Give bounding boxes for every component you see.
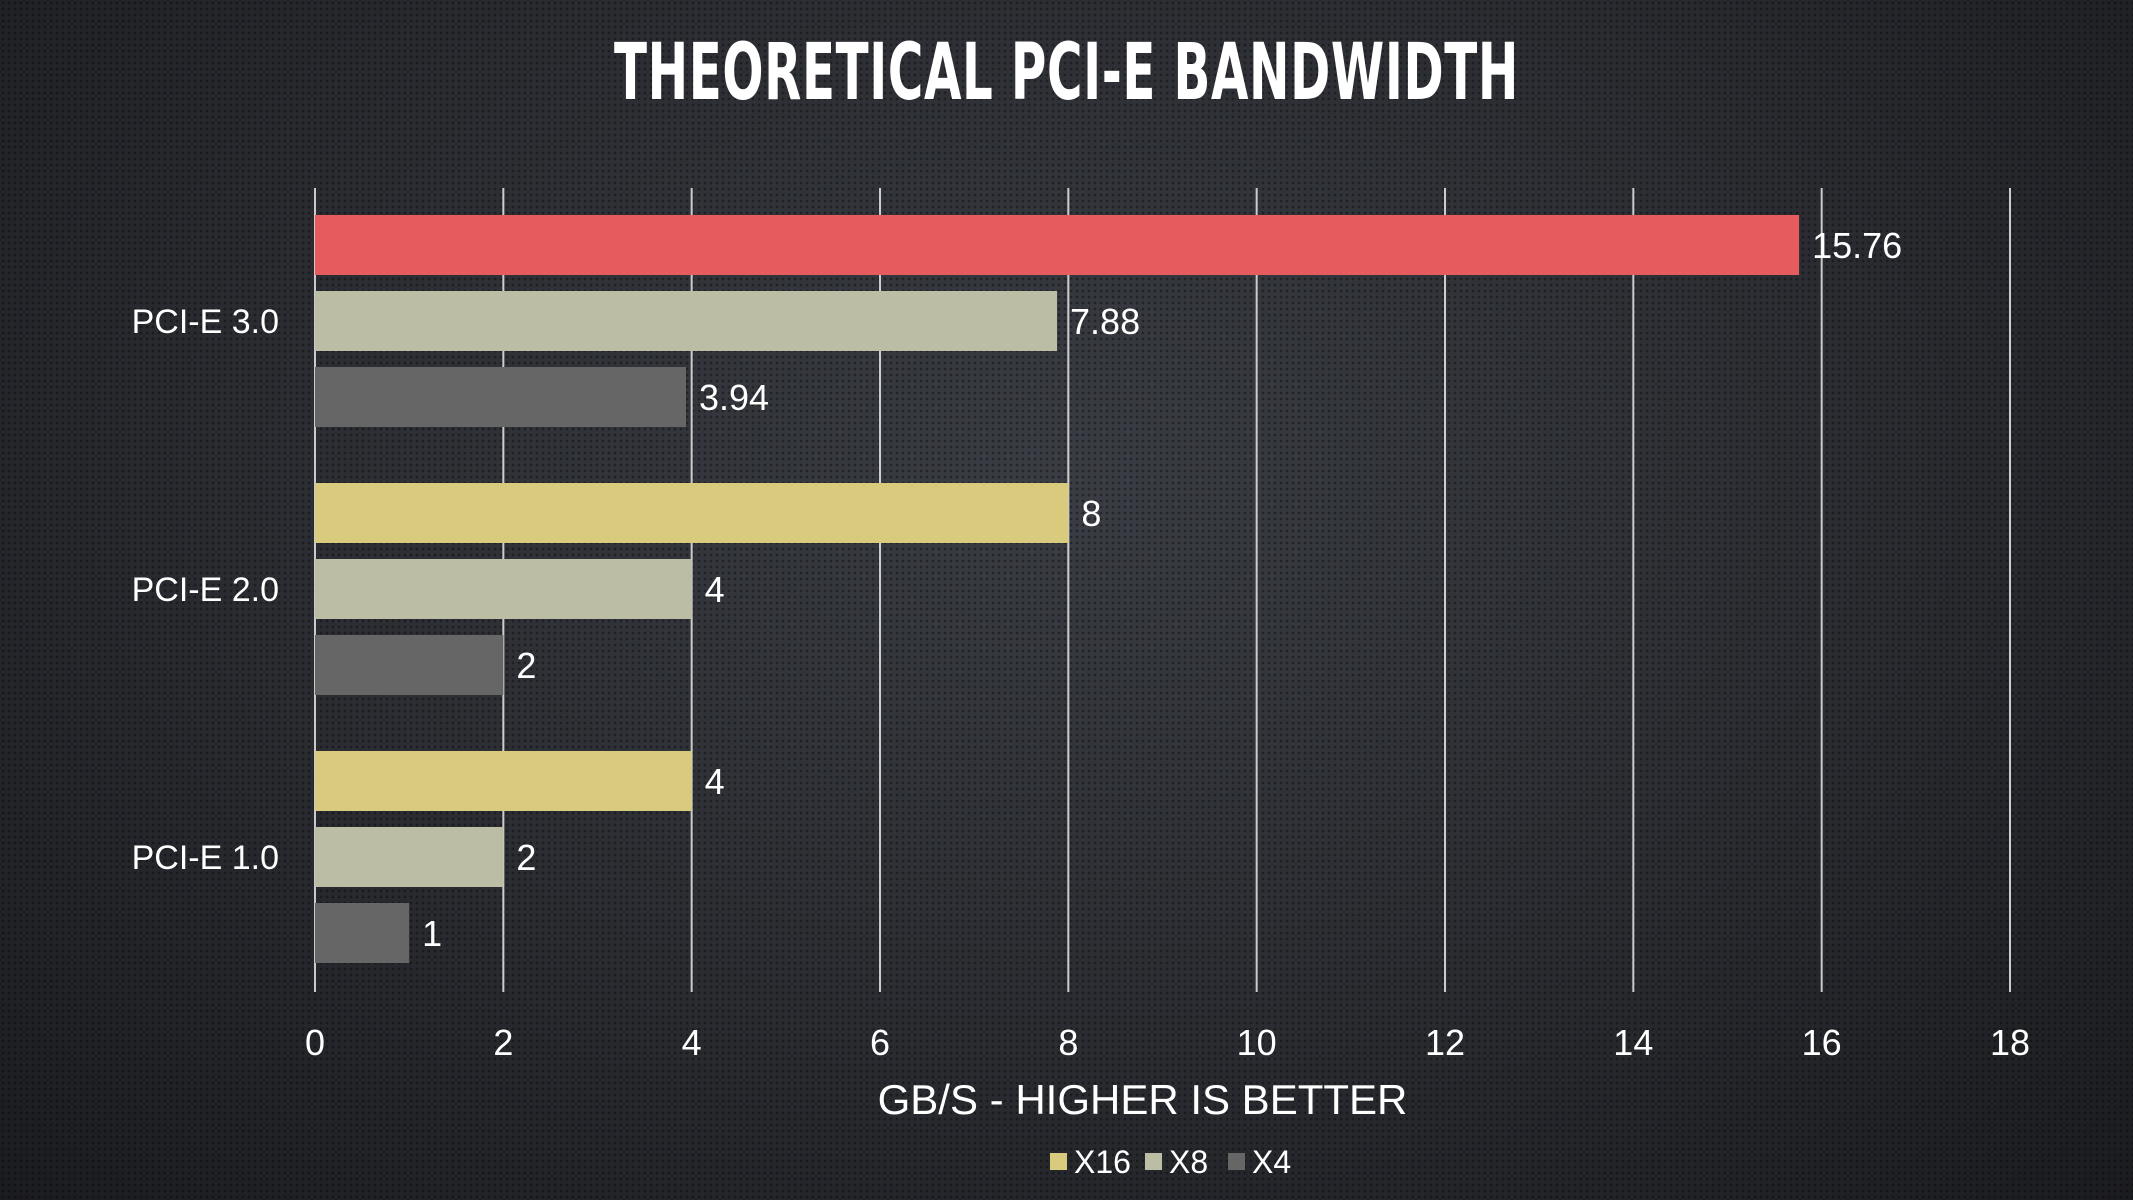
x-axis-title: GB/S - HIGHER IS BETTER: [878, 1076, 1408, 1123]
bar-pci-e-3-0-x16: [315, 215, 1800, 275]
x-tick-label: 0: [305, 1022, 325, 1063]
value-label: 15.76: [1812, 225, 1902, 266]
bar-pci-e-2-0-x16: [315, 483, 1069, 543]
x-tick-label: 18: [1990, 1022, 2030, 1063]
value-label: 2: [516, 645, 536, 686]
x-tick-label: 4: [682, 1022, 702, 1063]
chart-title: THEORETICAL PCI-E BANDWIDTH: [614, 28, 1519, 118]
value-label: 1: [422, 913, 442, 954]
bar-pci-e-1-0-x8: [315, 827, 504, 887]
legend-label-x4: X4: [1252, 1144, 1291, 1180]
bar-pci-e-1-0-x16: [315, 751, 692, 811]
x-tick-label: 10: [1237, 1022, 1277, 1063]
legend-swatch-x8: [1145, 1153, 1162, 1170]
category-label: PCI-E 3.0: [132, 303, 279, 341]
x-tick-label: 8: [1058, 1022, 1078, 1063]
x-tick-label: 16: [1802, 1022, 1842, 1063]
legend-swatch-x16: [1050, 1153, 1067, 1170]
bar-pci-e-3-0-x8: [315, 291, 1058, 351]
value-label: 7.88: [1070, 301, 1140, 342]
legend-label-x8: X8: [1169, 1144, 1208, 1180]
x-tick-label: 6: [870, 1022, 890, 1063]
legend-label-x16: X16: [1074, 1144, 1131, 1180]
value-label: 4: [705, 569, 725, 610]
value-label: 4: [705, 761, 725, 802]
x-tick-label: 2: [493, 1022, 513, 1063]
category-label: PCI-E 2.0: [132, 571, 279, 609]
bar-pci-e-3-0-x4: [315, 367, 687, 427]
bar-pci-e-2-0-x4: [315, 635, 504, 695]
bar-pci-e-1-0-x4: [315, 903, 410, 963]
x-tick-label: 12: [1425, 1022, 1465, 1063]
category-label: PCI-E 1.0: [132, 839, 279, 877]
value-label: 8: [1081, 493, 1101, 534]
value-label: 3.94: [699, 377, 769, 418]
legend-swatch-x4: [1228, 1153, 1245, 1170]
x-tick-label: 14: [1613, 1022, 1653, 1063]
bar-pci-e-2-0-x8: [315, 559, 692, 619]
value-label: 2: [516, 837, 536, 878]
